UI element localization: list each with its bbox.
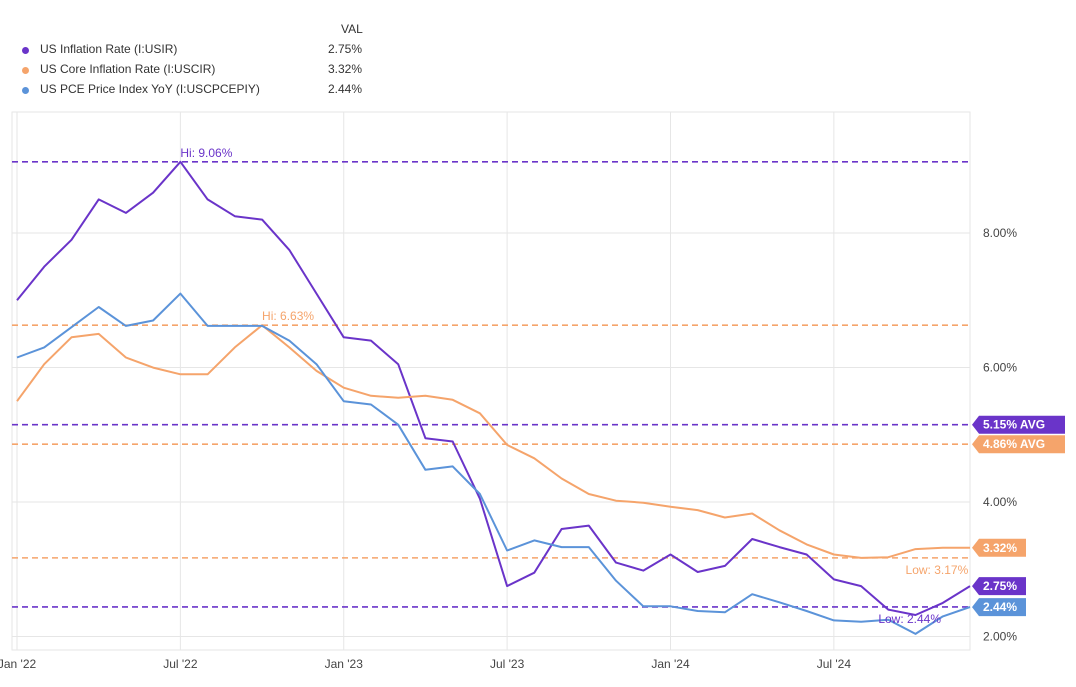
legend-item-value: 3.32%: [327, 62, 362, 76]
y-tick-label: 6.00%: [983, 361, 1017, 375]
x-tick-label: Jul '23: [490, 657, 525, 671]
reference-label: Hi: 9.06%: [180, 146, 232, 160]
avg-badge: [972, 435, 1065, 454]
legend-item-label: US Core Inflation Rate (I:USCIR): [40, 62, 216, 76]
x-tick-label: Jul '24: [817, 657, 852, 671]
reference-label: Low: 2.44%: [878, 612, 941, 626]
legend-dot-icon: [22, 67, 29, 74]
value-badge-label: 2.44%: [983, 600, 1017, 614]
legend-item-label: US PCE Price Index YoY (I:USCPCEPIY): [40, 82, 260, 96]
legend-item-value: 2.75%: [327, 42, 362, 56]
reference-label: Low: 3.17%: [906, 563, 969, 577]
y-tick-label: 8.00%: [983, 226, 1017, 240]
avg-badge-label: 4.86% AVG: [983, 437, 1045, 451]
value-badge: [972, 577, 1026, 596]
x-tick-label: Jan '22: [0, 657, 36, 671]
legend-header: VAL: [341, 22, 363, 36]
series-line: [16, 160, 971, 616]
reference-label: Hi: 6.63%: [262, 309, 314, 323]
value-badge-label: 2.75%: [983, 579, 1017, 593]
value-badge: [972, 538, 1026, 557]
value-badge-label: 3.32%: [983, 541, 1017, 555]
x-tick-label: Jan '24: [651, 657, 690, 671]
avg-badge: [972, 415, 1065, 434]
value-badge: [972, 598, 1026, 617]
legend-item-value: 2.44%: [327, 82, 362, 96]
legend-dot-icon: [22, 87, 29, 94]
series-line: [16, 324, 970, 559]
y-tick-label: 2.00%: [983, 630, 1017, 644]
legend-item-label: US Inflation Rate (I:USIR): [40, 42, 178, 56]
x-tick-label: Jul '22: [163, 657, 198, 671]
y-tick-label: 4.00%: [983, 495, 1017, 509]
avg-badge-label: 5.15% AVG: [983, 418, 1045, 432]
plot-frame: [11, 111, 971, 651]
legend-dot-icon: [22, 47, 29, 54]
x-tick-label: Jan '23: [325, 657, 364, 671]
series-line: [16, 292, 971, 635]
